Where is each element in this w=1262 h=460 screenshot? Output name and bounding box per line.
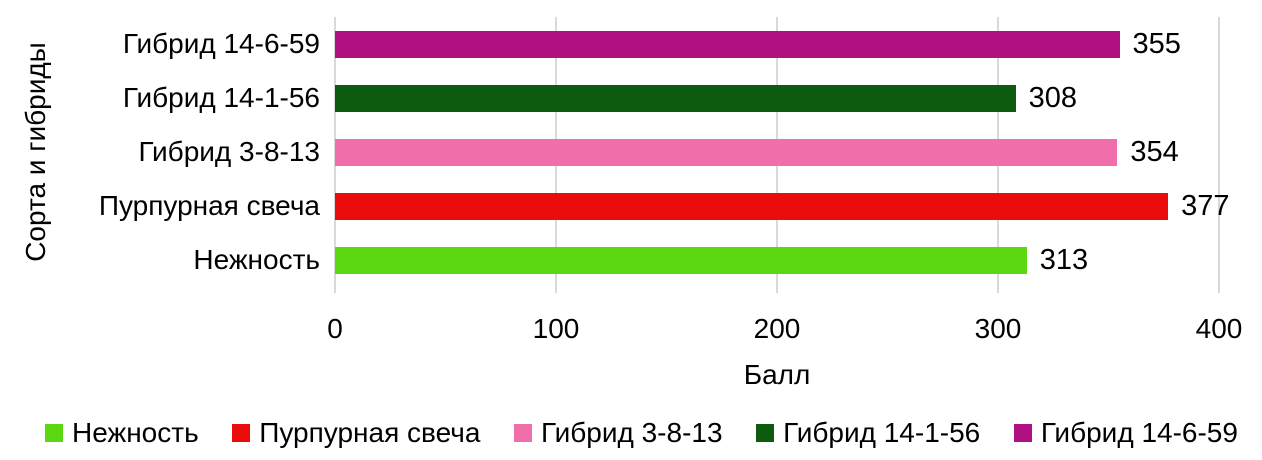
value-label: 313: [1039, 243, 1089, 276]
bar: [335, 30, 1120, 58]
legend-swatch-icon: [232, 424, 251, 442]
legend-label: Пурпурная свеча: [259, 417, 481, 448]
x-tick-label: 400: [1195, 313, 1243, 344]
category-label: Гибрид 14-6-59: [122, 28, 320, 59]
bar-track: 355: [335, 17, 1219, 71]
legend-label: Гибрид 14-1-56: [783, 417, 981, 448]
value-label: 377: [1181, 189, 1230, 222]
category-label: Гибрид 3-8-13: [138, 136, 320, 167]
bar-row: Гибрид 14-6-59 355: [0, 17, 1262, 71]
bar: [335, 138, 1118, 166]
legend-item: Пурпурная свеча: [232, 417, 480, 449]
legend-label: Гибрид 3-8-13: [541, 417, 723, 448]
bar-track: 313: [335, 233, 1219, 287]
x-tick-label: 100: [532, 313, 580, 344]
bar-row: Гибрид 3-8-13 354: [0, 125, 1262, 179]
legend-swatch-icon: [45, 424, 63, 442]
x-tick-label: 200: [753, 313, 801, 344]
bar-track: 354: [335, 125, 1219, 179]
category-label: Нежность: [193, 244, 320, 275]
legend-swatch-icon: [756, 424, 775, 442]
legend-item: Гибрид 14-1-56: [756, 417, 980, 449]
bar: [335, 246, 1027, 274]
gridline: [1218, 17, 1220, 293]
legend-swatch-icon: [1013, 424, 1032, 442]
bar-row: Пурпурная свеча 377: [0, 179, 1262, 233]
bar-track: 377: [335, 179, 1230, 233]
bar-row: Гибрид 14-1-56 308: [0, 71, 1262, 125]
value-label: 355: [1132, 27, 1181, 60]
legend-label: Нежность: [72, 417, 199, 448]
legend-item: Гибрид 14-6-59: [1013, 417, 1238, 449]
x-tick-label: 300: [974, 313, 1022, 344]
legend: Нежность Пурпурная свеча Гибрид 3-8-13 Г…: [45, 416, 1238, 450]
legend-item: Нежность: [45, 417, 199, 449]
x-tick-label: 0: [327, 313, 343, 344]
legend-label: Гибрид 14-6-59: [1040, 417, 1238, 448]
x-axis-ticks: 0 100 200 300 400: [327, 313, 1242, 347]
legend-swatch-icon: [514, 424, 532, 442]
x-axis-title: Балл: [743, 359, 811, 390]
bar-row: Нежность 313: [0, 233, 1262, 287]
category-label: Гибрид 14-1-56: [122, 82, 320, 113]
bar: [335, 192, 1169, 220]
bar: [335, 84, 1016, 112]
bar-track: 308: [335, 71, 1219, 125]
value-label: 354: [1130, 135, 1179, 168]
category-label: Пурпурная свеча: [98, 190, 320, 221]
bar-rows: Гибрид 14-6-59 355 Гибрид 14-1-56 308 Ги…: [0, 17, 1262, 287]
value-label: 308: [1028, 81, 1078, 114]
legend-item: Гибрид 3-8-13: [514, 417, 723, 449]
